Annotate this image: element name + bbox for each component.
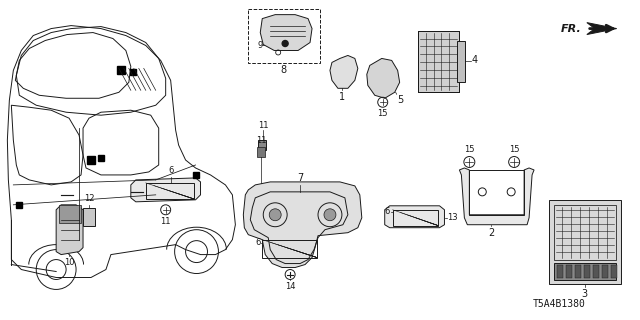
Polygon shape (243, 182, 362, 268)
Text: 6: 6 (385, 207, 390, 216)
Text: 6: 6 (255, 238, 260, 247)
Text: 14: 14 (285, 283, 296, 292)
Bar (566, 265, 572, 278)
Text: 15: 15 (464, 145, 475, 154)
Text: 3: 3 (582, 289, 588, 300)
Text: 1: 1 (339, 92, 345, 102)
Polygon shape (131, 178, 200, 202)
Bar (469, 170, 524, 215)
Text: 15: 15 (509, 145, 520, 154)
Bar (257, 147, 265, 157)
Text: 11: 11 (256, 136, 266, 145)
Text: 6: 6 (168, 166, 173, 175)
Text: 13: 13 (447, 213, 458, 222)
Polygon shape (330, 55, 358, 88)
Circle shape (269, 209, 281, 221)
Bar (557, 265, 563, 278)
Bar (248, 9, 320, 63)
Bar (393, 210, 438, 226)
Bar (549, 200, 621, 284)
Polygon shape (587, 23, 617, 35)
Polygon shape (385, 206, 444, 228)
Text: 15: 15 (378, 109, 388, 118)
Bar (611, 265, 617, 278)
Circle shape (282, 41, 288, 46)
Text: FR.: FR. (561, 24, 582, 34)
Text: 11: 11 (161, 217, 171, 226)
Text: 8: 8 (280, 65, 286, 76)
Text: 10: 10 (64, 258, 74, 267)
Text: 11: 11 (258, 121, 269, 130)
Bar (262, 240, 317, 258)
Bar (59, 205, 81, 223)
Polygon shape (260, 15, 312, 51)
Bar (593, 265, 599, 278)
Text: 4: 4 (471, 55, 477, 65)
Text: 7: 7 (297, 173, 303, 183)
Polygon shape (56, 205, 83, 255)
Text: 12: 12 (84, 194, 94, 203)
Text: T5A4B1380: T5A4B1380 (532, 299, 586, 309)
Bar (584, 265, 590, 278)
Text: 2: 2 (488, 228, 494, 238)
Text: 9-: 9- (257, 42, 266, 51)
Bar (417, 31, 460, 92)
Bar (458, 41, 465, 82)
Polygon shape (367, 59, 399, 98)
Bar (83, 208, 95, 226)
Bar (146, 183, 193, 199)
Bar (259, 140, 266, 150)
Bar (554, 262, 616, 280)
Text: 5: 5 (397, 95, 404, 105)
Circle shape (324, 209, 336, 221)
Polygon shape (460, 168, 534, 225)
Bar (602, 265, 608, 278)
Bar (554, 205, 616, 260)
Bar (575, 265, 581, 278)
Bar (417, 31, 460, 92)
